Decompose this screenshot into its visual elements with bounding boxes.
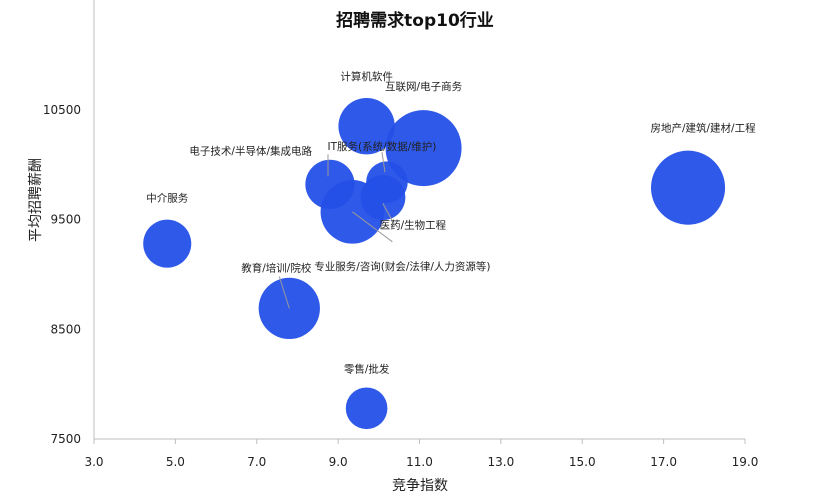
bubble-label: 医药/生物工程 <box>380 219 447 232</box>
x-tick-label: 9.0 <box>329 455 348 469</box>
bubble <box>338 98 395 155</box>
y-axis-title: 平均招聘薪酬 <box>28 158 44 242</box>
bubble-label: 房地产/建筑/建材/工程 <box>650 122 756 135</box>
bubble-label: 中介服务 <box>146 192 188 205</box>
y-tick-label: 10500 <box>43 103 81 117</box>
x-tick-label: 3.0 <box>84 455 103 469</box>
bubble-label: 专业服务/咨询(财会/法律/人力资源等) <box>314 260 490 273</box>
bubble <box>320 180 385 244</box>
bubble <box>345 387 388 430</box>
bubble <box>385 110 462 187</box>
bubble-label: 零售/批发 <box>344 362 390 375</box>
chart-title: 招聘需求top10行业 <box>336 10 494 31</box>
x-tick-label: 11.0 <box>406 455 433 469</box>
bubble-label: IT服务(系统/数据/维护) <box>328 140 437 153</box>
y-tick-label: 8500 <box>50 322 81 336</box>
leader-line <box>382 203 396 226</box>
bubble-label: 互联网/电子商务 <box>385 80 463 93</box>
axes: 3.0 5.0 7.0 9.0 11.0 13.0 15.0 17.0 19.0 7500 8500… <box>43 0 759 469</box>
bubbles <box>143 98 726 430</box>
leader-line <box>381 152 386 173</box>
bubble-label: 教育/培训/院校 <box>241 261 312 274</box>
leader-line <box>352 211 393 243</box>
x-tick-label: 17.0 <box>650 455 677 469</box>
x-tick-label: 13.0 <box>488 455 515 469</box>
bubble-label: 电子技术/半导体/集成电路 <box>189 144 312 157</box>
leader-line <box>278 276 290 309</box>
x-tick-label: 7.0 <box>247 455 266 469</box>
x-tick-label: 5.0 <box>166 455 185 469</box>
x-tick-label: 19.0 <box>732 455 759 469</box>
y-tick-label: 9500 <box>50 213 81 227</box>
bubble <box>258 277 320 340</box>
bubble-label: 计算机软件 <box>340 70 393 83</box>
x-axis-title: 竞争指数 <box>392 477 448 493</box>
y-tick-label: 7500 <box>50 432 81 446</box>
x-tick-label: 15.0 <box>569 455 596 469</box>
bubble <box>650 150 726 225</box>
bubble <box>143 219 192 268</box>
